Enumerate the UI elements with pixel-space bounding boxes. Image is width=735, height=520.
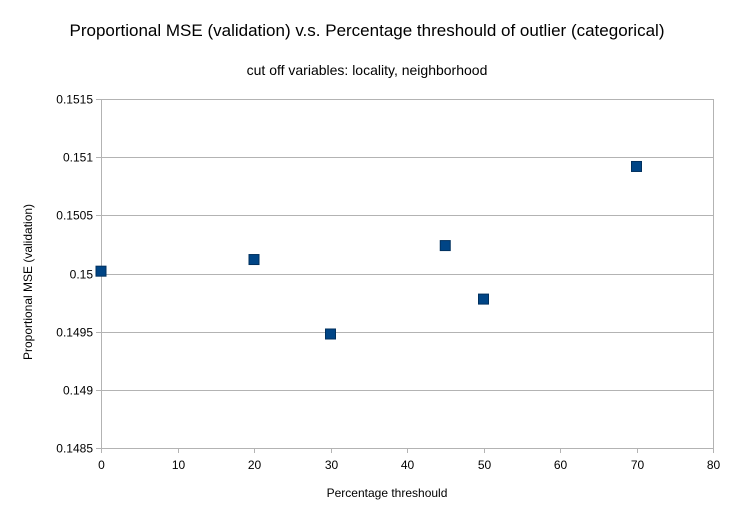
x-tick-label: 80: [707, 458, 721, 472]
y-tick-label: 0.149: [63, 384, 93, 398]
x-tick-label: 30: [325, 458, 339, 472]
y-tick-label: 0.1515: [56, 93, 93, 107]
x-tick-label: 10: [172, 458, 186, 472]
chart-title: Proportional MSE (validation) v.s. Perce…: [70, 21, 665, 40]
x-tick-label: 40: [401, 458, 415, 472]
data-points: [95, 160, 642, 340]
gridlines: [101, 99, 713, 449]
y-tick-label: 0.1505: [56, 209, 93, 223]
y-tick-label: 0.1485: [56, 442, 93, 456]
x-tick-label: 70: [631, 458, 645, 472]
x-tick-labels: 0 10 20 30 40 50 60 70 80: [98, 458, 720, 472]
data-point: [631, 160, 642, 172]
y-axis-title: Proportional MSE (validation): [21, 204, 35, 360]
x-tick-label: 0: [98, 458, 105, 472]
data-point: [95, 265, 107, 277]
chart-subtitle: cut off variables: locality, neighborhoo…: [247, 62, 488, 78]
y-tick-labels: 0.1515 0.151 0.1505 0.15 0.1495 0.149 0.1485: [56, 93, 93, 456]
data-point: [439, 240, 451, 252]
x-tick-label: 50: [478, 458, 492, 472]
x-tick-label: 20: [248, 458, 262, 472]
axes: [96, 99, 714, 453]
data-point: [248, 254, 260, 266]
y-tick-label: 0.151: [63, 151, 93, 165]
data-point: [325, 328, 336, 340]
x-tick-label: 60: [554, 458, 568, 472]
y-tick-label: 0.1495: [56, 326, 93, 340]
y-tick-label: 0.15: [70, 268, 94, 282]
data-point: [478, 293, 489, 305]
x-axis-title: Percentage threshould: [327, 486, 448, 500]
